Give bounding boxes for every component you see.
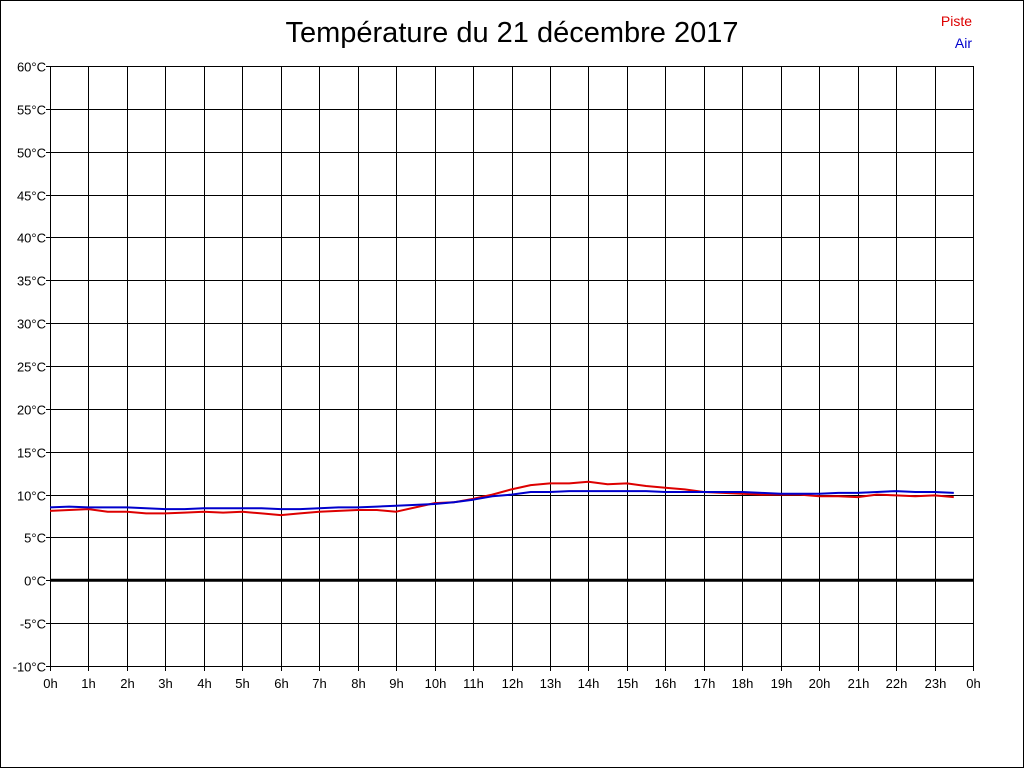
x-tick-label: 21h	[848, 676, 870, 691]
x-tick-label: 2h	[120, 676, 134, 691]
x-tick-label: 7h	[312, 676, 326, 691]
x-tick-label: 18h	[732, 676, 754, 691]
x-tick-label: 22h	[886, 676, 908, 691]
y-tick-label: 20°C	[17, 403, 46, 418]
y-tick-label: -10°C	[13, 660, 46, 675]
y-tick-label: 30°C	[17, 317, 46, 332]
x-tick-label: 15h	[617, 676, 639, 691]
x-tick-label: 1h	[81, 676, 95, 691]
x-tick-label: 10h	[425, 676, 447, 691]
x-tick-label: 12h	[502, 676, 524, 691]
x-tick-label: 5h	[235, 676, 249, 691]
y-tick-label: 10°C	[17, 489, 46, 504]
x-tick-label: 0h	[966, 676, 980, 691]
chart-title: Température du 21 décembre 2017	[285, 17, 739, 49]
y-tick-label: 40°C	[17, 231, 46, 246]
legend-entry-piste: Piste	[940, 13, 972, 29]
x-tick-label: 13h	[540, 676, 562, 691]
series-line-piste	[49, 480, 954, 517]
y-tick-label: 0°C	[24, 574, 46, 589]
y-tick-label: 35°C	[17, 274, 46, 289]
legend-entry-air: Air	[954, 35, 972, 51]
x-tick-label: 16h	[655, 676, 677, 691]
y-tick-label: 5°C	[24, 531, 46, 546]
y-tick-label: 45°C	[17, 189, 46, 204]
x-tick-label: 6h	[274, 676, 288, 691]
x-tick-label: 14h	[578, 676, 600, 691]
x-tick-label: 4h	[197, 676, 211, 691]
y-tick-label: 55°C	[17, 103, 46, 118]
y-tick-label: 25°C	[17, 360, 46, 375]
x-tick-label: 17h	[694, 676, 716, 691]
x-tick-label: 11h	[463, 676, 484, 691]
y-tick-label: 60°C	[17, 60, 46, 75]
x-tick-label: 23h	[925, 676, 947, 691]
x-tick-label: 9h	[389, 676, 403, 691]
x-tick-label: 8h	[351, 676, 365, 691]
y-tick-label: 15°C	[17, 446, 46, 461]
x-tick-label: 20h	[809, 676, 831, 691]
x-tick-label: 3h	[158, 676, 172, 691]
plot-border	[50, 66, 974, 667]
y-tick-label: -5°C	[20, 617, 46, 632]
x-tick-label: 19h	[771, 676, 793, 691]
x-tick-label: 0h	[43, 676, 57, 691]
series-line-air	[49, 490, 954, 511]
y-tick-label: 50°C	[17, 146, 46, 161]
